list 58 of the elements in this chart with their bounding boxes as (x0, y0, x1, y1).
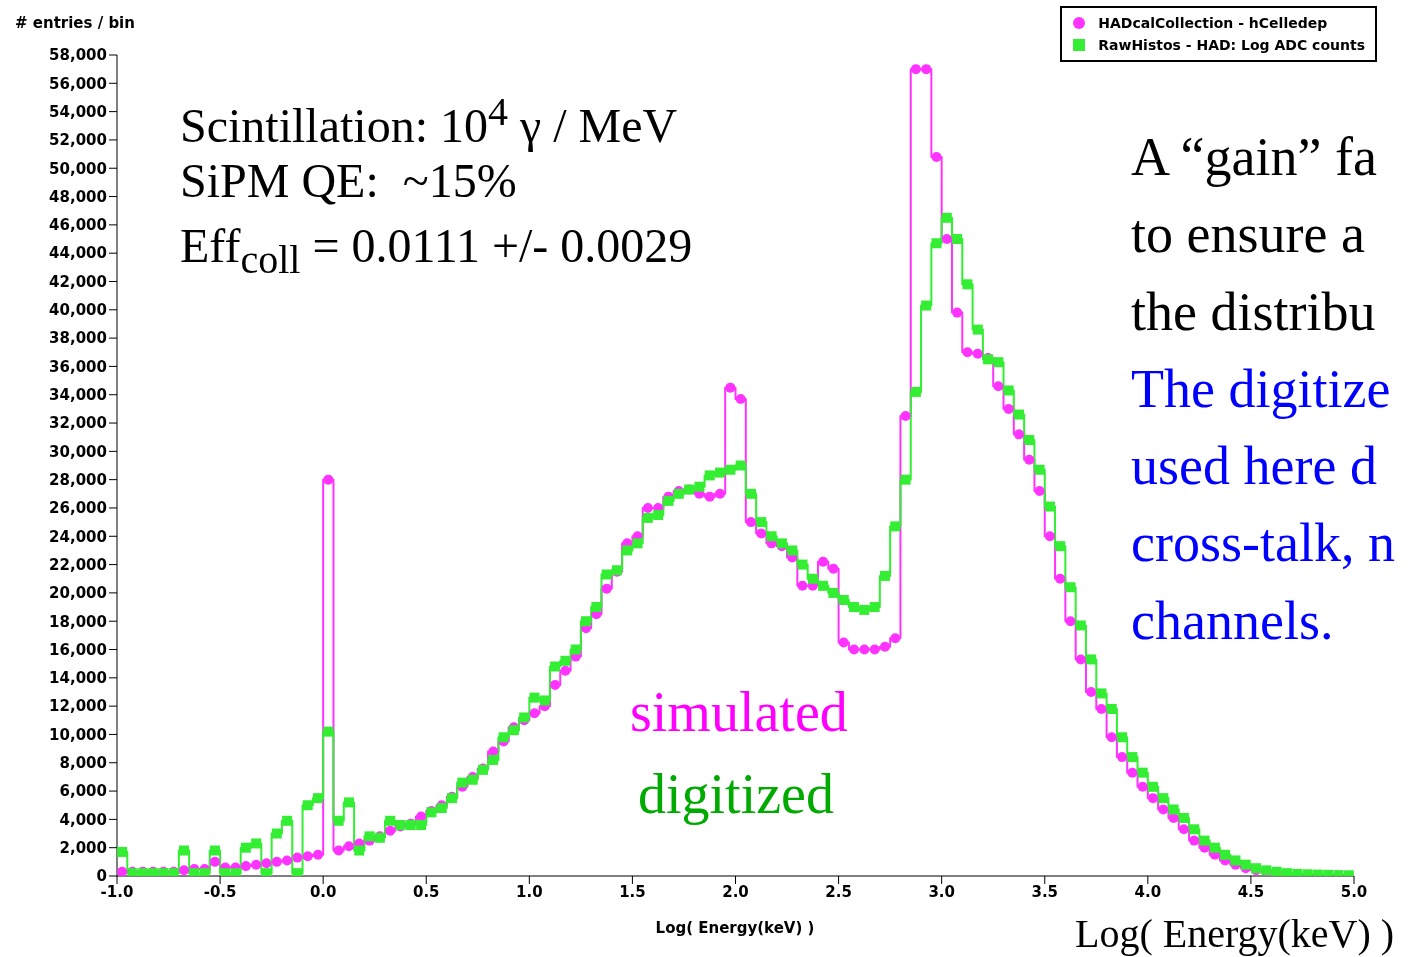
y-tick-label: 14,000 (49, 669, 107, 688)
annotation: channels. (1131, 591, 1334, 652)
y-tick-label: 20,000 (49, 584, 107, 603)
y-tick-label: 34,000 (49, 386, 107, 405)
x-tick-label: -0.5 (203, 882, 237, 901)
y-tick-label: 52,000 (49, 131, 107, 150)
annotation: A “gain” fa (1131, 127, 1377, 188)
y-tick-label: 40,000 (49, 301, 107, 320)
annotation: SiPM QE: ~15% (180, 154, 517, 208)
x-tick-label: 0.0 (309, 882, 337, 901)
y-tick-label: 58,000 (49, 46, 107, 65)
x-tick-label: 5.0 (1340, 882, 1368, 901)
legend-label: HADcalCollection - hCelledep (1098, 15, 1328, 31)
y-tick-label: 32,000 (49, 414, 107, 433)
annotation: simulated (630, 681, 848, 744)
y-tick-label: 24,000 (49, 527, 107, 546)
y-tick-label: 30,000 (49, 442, 107, 461)
y-tick-label: 18,000 (49, 612, 107, 631)
y-tick-label: 36,000 (49, 357, 107, 376)
y-tick-label: 2,000 (59, 839, 107, 858)
y-tick-label: 12,000 (49, 697, 107, 716)
legend-label: RawHistos - HAD: Log ADC counts (1098, 37, 1365, 53)
y-tick-label: 22,000 (49, 555, 107, 574)
text: Log( Energy(keV) ) (1075, 911, 1395, 956)
y-tick-label: 38,000 (49, 329, 107, 348)
y-tick-label: 28,000 (49, 470, 107, 489)
y-tick-label: 42,000 (49, 272, 107, 291)
annotation: Eff$_{coll}$ = 0.0111 +/- 0.0029 (180, 219, 693, 282)
x-tick-label: 3.5 (1031, 882, 1059, 901)
y-tick-label: 4,000 (59, 810, 107, 829)
annotation: to ensure a (1131, 204, 1365, 265)
y-tick-label: 8,000 (59, 754, 107, 773)
y-axis-title: # entries / bin (15, 14, 135, 32)
x-tick-label: 2.0 (722, 882, 749, 901)
x-tick-label: 0.5 (412, 882, 440, 901)
y-tick-label: 56,000 (49, 74, 107, 93)
annotation: cross-talk, n (1131, 513, 1395, 574)
x-axis-title: Log( Energy(keV) ) (654, 919, 816, 937)
x-tick-label: 1.5 (619, 882, 646, 901)
x-tick-label: 3.0 (928, 882, 955, 901)
x-tick-label: 1.0 (516, 882, 543, 901)
y-tick-label: 6,000 (59, 782, 107, 801)
x-tick-label: 2.5 (825, 882, 852, 901)
y-tick-label: 46,000 (49, 216, 107, 235)
y-tick-label: 54,000 (49, 102, 107, 121)
annotation: the distribu (1131, 282, 1376, 343)
annotation: Scintillation: 10$^{4}$ γ / MeV (180, 89, 678, 153)
y-tick-label: 10,000 (49, 725, 107, 744)
y-tick-label: 16,000 (49, 640, 107, 659)
y-tick-label: 50,000 (49, 159, 107, 178)
annotation: The digitize (1131, 359, 1391, 420)
y-tick-label: 26,000 (49, 499, 107, 518)
y-tick-label: 48,000 (49, 187, 107, 206)
annotation: digitized (638, 763, 834, 826)
annotation: used here d (1131, 436, 1377, 497)
x-tick-label: 4.5 (1237, 882, 1265, 901)
x-tick-label: 4.0 (1134, 882, 1162, 901)
y-tick-label: 44,000 (49, 244, 107, 263)
